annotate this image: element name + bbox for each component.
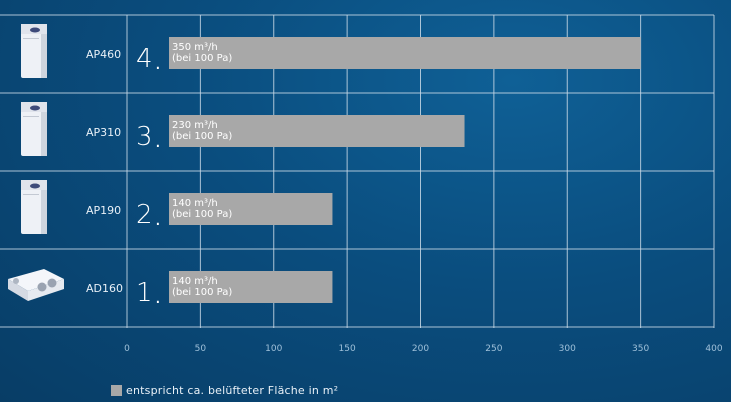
x-tick-label: 150 [339, 344, 356, 354]
bar-value-label: 140 m³/h [172, 198, 218, 209]
rank-number: 4 [136, 44, 153, 74]
row-ad160: AD160 1. 140 m³/h(bei 100 Pa) [8, 269, 333, 308]
rank-number: 3 [136, 122, 153, 152]
legend: entspricht ca. belüfteter Fläche in m² [111, 384, 338, 397]
product-label: AP460 [86, 48, 121, 61]
x-tick-label: 50 [195, 344, 207, 354]
bar [169, 193, 333, 225]
legend-swatch [111, 385, 122, 396]
rank-dot: . [155, 209, 161, 230]
product-label: AP310 [86, 126, 121, 139]
unit-ap310-icon [21, 102, 47, 156]
chart-rows: AP460 4.350 m³/h(bei 100 Pa)AP310 3.230 m³… [8, 24, 641, 308]
x-axis-ticks: 0 50 100 150 200 250 300 350 400 [124, 344, 723, 354]
row-ap460: AP460 4. 350 m³/h(bei 100 Pa) [21, 24, 641, 78]
x-tick-label: 200 [412, 344, 429, 354]
row-ap310: AP310 3. 230 m³/h(bei 100 Pa) [21, 102, 465, 156]
unit-ad160-icon [8, 269, 64, 301]
rank-number: 2 [136, 200, 153, 230]
bar [169, 115, 465, 147]
x-tick-label: 0 [124, 344, 130, 354]
bar-value-label: 230 m³/h [172, 120, 218, 131]
x-tick-label: 350 [632, 344, 649, 354]
rank-dot: . [155, 53, 161, 74]
x-tick-label: 400 [705, 344, 722, 354]
rank-number: 1 [136, 278, 153, 308]
rank-dot: . [155, 287, 161, 308]
bar [169, 37, 641, 69]
legend-label: entspricht ca. belüfteter Fläche in m² [126, 384, 339, 397]
bar-condition-label: (bei 100 Pa) [172, 287, 232, 298]
unit-ap190-icon [21, 180, 47, 234]
product-label: AP190 [86, 204, 121, 217]
bar [169, 271, 333, 303]
rank-dot: . [155, 131, 161, 152]
bar-value-label: 140 m³/h [172, 276, 218, 287]
x-tick-label: 300 [559, 344, 576, 354]
product-label: AD160 [86, 282, 123, 295]
bar-condition-label: (bei 100 Pa) [172, 131, 232, 142]
unit-ap460-icon [21, 24, 47, 78]
x-tick-label: 250 [485, 344, 502, 354]
bar-value-label: 350 m³/h [172, 42, 218, 53]
x-tick-label: 100 [265, 344, 282, 354]
row-ap190: AP190 2. 140 m³/h(bei 100 Pa) [21, 180, 333, 234]
bar-condition-label: (bei 100 Pa) [172, 209, 232, 220]
bar-condition-label: (bei 100 Pa) [172, 53, 232, 64]
